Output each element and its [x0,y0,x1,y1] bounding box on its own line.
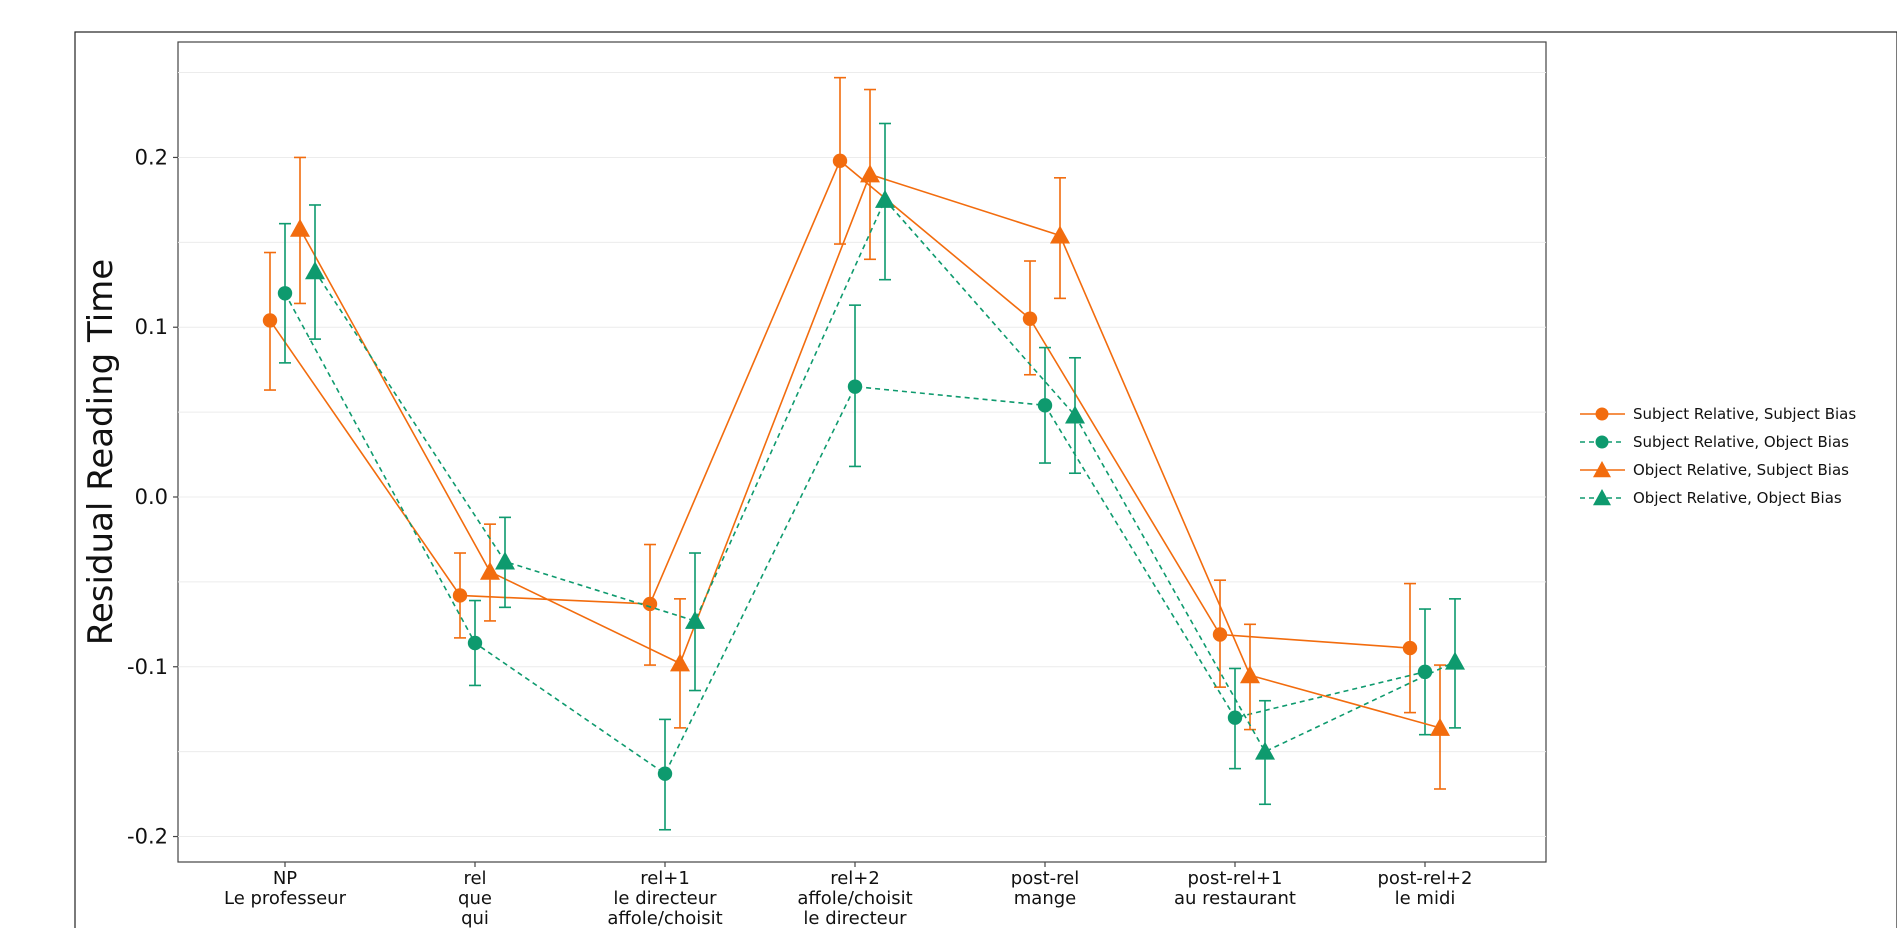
data-point [1037,398,1053,413]
data-point [1022,311,1038,326]
x-tick-label: le midi [1395,888,1456,909]
x-tick-label: affole/choisit [607,908,722,928]
data-point [1065,405,1085,424]
x-tick-label: post-rel [1011,868,1079,889]
grid-lines [178,72,1546,838]
series-layer [262,76,1465,831]
x-tick-label: rel+2 [830,868,880,889]
data-point [1445,651,1465,670]
x-tick-label: que [458,888,492,909]
data-point [685,610,705,629]
x-tick-label: au restaurant [1174,888,1296,909]
y-tick-label: 0.1 [135,315,168,339]
y-tick-label: 0.0 [135,485,168,509]
legend-label: Object Relative, Object Bias [1633,489,1842,507]
legend-label: Object Relative, Subject Bias [1633,461,1849,479]
data-point [657,766,673,781]
data-point [832,153,848,169]
data-point [480,561,500,580]
data-point [452,588,468,603]
legend-marker [1595,435,1609,449]
data-point [495,551,515,570]
x-tick-label: mange [1014,888,1076,909]
data-point [875,189,895,208]
legend-label: Subject Relative, Object Bias [1633,433,1849,451]
legend-label: Subject Relative, Subject Bias [1633,405,1856,423]
data-point [1402,640,1418,656]
data-point [262,313,278,328]
legend-marker [1593,489,1611,506]
x-tick-label: Le professeur [224,888,347,909]
x-tick-label: NP [273,868,297,889]
y-axis: -0.2 -0.1 0.0 0.1 0.2 [127,145,178,849]
data-point [1212,627,1228,642]
series-2 [277,222,1433,831]
data-point [290,218,310,237]
x-tick-label: post-rel+1 [1188,868,1283,889]
series-1 [262,76,1418,714]
series-3 [290,88,1450,790]
data-point [467,635,483,651]
data-point [642,596,658,612]
data-point [847,379,863,394]
data-point [1430,717,1450,736]
y-tick-label: 0.2 [135,145,168,169]
data-point [670,653,690,672]
x-tick-label: post-rel+2 [1378,868,1473,889]
data-point [305,261,325,280]
x-tick-label: affole/choisit [797,888,912,909]
x-tick-label: qui [461,908,489,928]
series-4 [305,122,1465,806]
x-tick-label: rel+1 [640,868,690,889]
data-point [1050,225,1070,244]
legend: Subject Relative, Subject Bias Subject Re… [1580,405,1856,507]
y-tick-label: -0.1 [127,655,168,679]
legend-marker [1593,461,1611,478]
x-tick-label: rel [463,868,486,889]
data-point [1240,665,1260,684]
y-tick-label: -0.2 [127,825,168,849]
data-point [860,164,880,183]
x-tick-label: le directeur [613,888,717,909]
data-point [1255,741,1275,760]
data-point [277,286,293,301]
data-point [1417,664,1433,680]
y-axis-label: Residual Reading Time [81,259,121,645]
legend-marker [1595,407,1609,421]
data-point [1227,710,1243,725]
plot-area [177,41,1547,863]
x-tick-label: le directeur [803,908,907,928]
